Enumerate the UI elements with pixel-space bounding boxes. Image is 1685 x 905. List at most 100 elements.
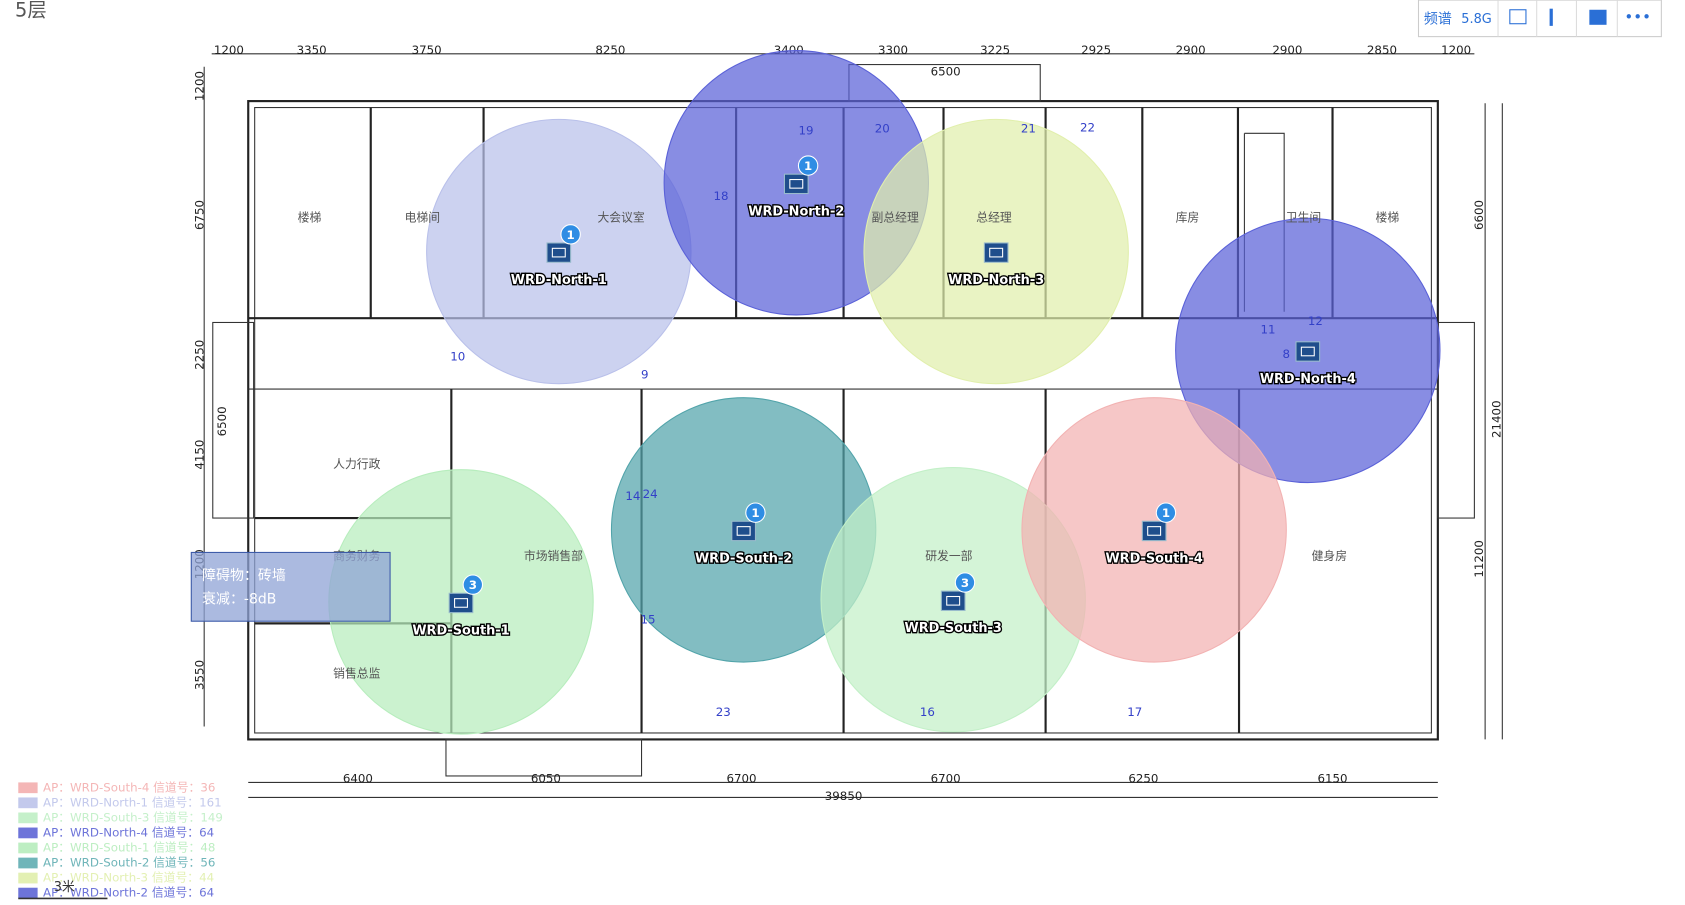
dim-label: 2925 <box>1081 43 1111 57</box>
ap-name: WRD-North-2 <box>748 204 844 219</box>
ap-badge-count: 1 <box>1162 506 1170 520</box>
legend-swatch <box>18 782 38 794</box>
legend-entry: AP：WRD-South-1 信道号：48 <box>43 840 215 854</box>
grid-button[interactable] <box>1589 9 1607 25</box>
ap-icon-inner <box>736 526 751 536</box>
ap-name: WRD-South-2 <box>695 551 792 566</box>
scale-label: 3米 <box>54 880 75 895</box>
dim-label: 6700 <box>931 772 961 786</box>
dim-label: 3550 <box>192 660 206 690</box>
ap-name: WRD-North-1 <box>511 273 607 288</box>
dim-label: 6050 <box>531 772 561 786</box>
point-marker: 16 <box>920 705 935 719</box>
ap-icon[interactable] <box>940 590 966 612</box>
point-marker: 18 <box>714 189 729 203</box>
ap-icon[interactable] <box>546 242 572 263</box>
ap-icon-inner <box>946 595 961 606</box>
ap-badge-count: 1 <box>804 159 812 173</box>
ap-icon[interactable] <box>983 242 1009 263</box>
dim-label: 3225 <box>980 43 1010 57</box>
ap-icon[interactable] <box>1141 520 1167 542</box>
dim-label: 1200 <box>192 71 206 101</box>
legend-entry: AP：WRD-North-2 信道号：64 <box>43 886 214 900</box>
spectrum-button[interactable]: 频谱 <box>1424 11 1452 27</box>
room-label: 市场销售部 <box>524 549 583 563</box>
ap-icon-inner <box>789 179 804 189</box>
point-marker: 9 <box>641 368 649 382</box>
legend-entry: AP：WRD-South-4 信道号：36 <box>43 780 215 794</box>
point-marker: 24 <box>643 487 658 501</box>
dim-label: 39850 <box>825 789 863 803</box>
room-label: 楼梯 <box>298 211 322 225</box>
point-marker: 8 <box>1283 347 1291 361</box>
ap-badge <box>462 574 484 595</box>
point-marker: 19 <box>798 124 813 138</box>
dim-label: 6700 <box>726 772 756 786</box>
point-marker: 10 <box>450 349 465 363</box>
point-marker: 14 <box>625 489 640 503</box>
ap-name: WRD-South-1 <box>412 623 509 638</box>
room-label: 卫生间 <box>1286 211 1321 225</box>
room-label: 楼梯 <box>1376 211 1400 225</box>
ap-badge-count: 3 <box>961 576 969 590</box>
dim-label: 6250 <box>1128 772 1158 786</box>
dim-label: 6400 <box>343 772 373 786</box>
legend-entry: AP：WRD-South-2 信道号：56 <box>43 856 215 870</box>
point-marker: 12 <box>1308 314 1323 328</box>
toolbar-bg <box>1417 0 1662 38</box>
ap-icon[interactable] <box>783 173 809 195</box>
ap-badge-count: 1 <box>751 506 759 520</box>
room-label: 副总经理 <box>872 211 919 225</box>
point-marker: 15 <box>640 613 655 627</box>
image-button[interactable] <box>1509 9 1527 25</box>
dim-label: 2900 <box>1176 43 1206 57</box>
more-button[interactable]: ••• <box>1624 8 1651 26</box>
dim-label: 2250 <box>192 340 206 370</box>
ap-icon[interactable] <box>448 592 474 614</box>
dim-label: 8250 <box>595 43 625 57</box>
toolbar: 频谱 5.8G ••• <box>1417 0 1662 38</box>
dim-label: 6750 <box>192 200 206 230</box>
room-label: 总经理 <box>976 211 1012 225</box>
ap-name: WRD-South-4 <box>1105 551 1202 566</box>
band-button[interactable]: 5.8G <box>1461 12 1491 27</box>
legend-entry: AP：WRD-North-4 信道号：64 <box>43 825 214 839</box>
dim-label: 3750 <box>412 43 442 57</box>
legend-swatch <box>18 887 38 899</box>
tooltip-attenuation: 衰减：-8dB <box>202 591 276 608</box>
ap-badge <box>1155 502 1177 523</box>
room-label: 研发一部 <box>925 549 972 563</box>
ap-icon[interactable] <box>1295 341 1321 362</box>
ap-badge-count: 1 <box>567 228 575 242</box>
ap-badge-count: 3 <box>469 578 477 592</box>
legend-swatch <box>18 842 38 854</box>
room-label: 健身房 <box>1312 549 1347 563</box>
ap-badge <box>745 502 766 523</box>
room-label: 人力行政 <box>333 457 380 471</box>
ap-name: WRD-North-4 <box>1260 372 1356 387</box>
ap-badge <box>797 155 819 176</box>
dim-label: 2850 <box>1367 43 1397 57</box>
dim-label: 6600 <box>1472 200 1486 230</box>
room-label: 电梯间 <box>405 211 440 225</box>
point-marker: 11 <box>1261 322 1276 336</box>
legend-entry: AP：WRD-North-3 信道号：44 <box>43 871 214 885</box>
tooltip-obstacle: 障碍物：砖墙 <box>202 568 286 584</box>
floor-label: 5层 <box>15 0 47 21</box>
ap-badge <box>954 572 976 593</box>
dim-label: 3350 <box>297 43 327 57</box>
dim-label: 2900 <box>1272 43 1302 57</box>
dimension-lines: 1200 3350 3750 8250 3400 3300 3225 2925 2900 2900… <box>192 43 1503 803</box>
point-marker: 22 <box>1080 120 1095 134</box>
tooltip: 障碍物：砖墙 衰减：-8dB <box>190 551 391 622</box>
ruler-button[interactable] <box>1549 8 1553 26</box>
dim-label: 3300 <box>878 43 908 57</box>
ap-icon[interactable] <box>731 520 756 542</box>
legend-swatch <box>18 827 38 839</box>
dim-label: 6500 <box>215 406 229 436</box>
point-marker: 20 <box>875 122 890 136</box>
dim-label: 11200 <box>1472 540 1486 578</box>
ap-icon-inner <box>989 247 1004 258</box>
room-label: 库房 <box>1176 211 1200 225</box>
